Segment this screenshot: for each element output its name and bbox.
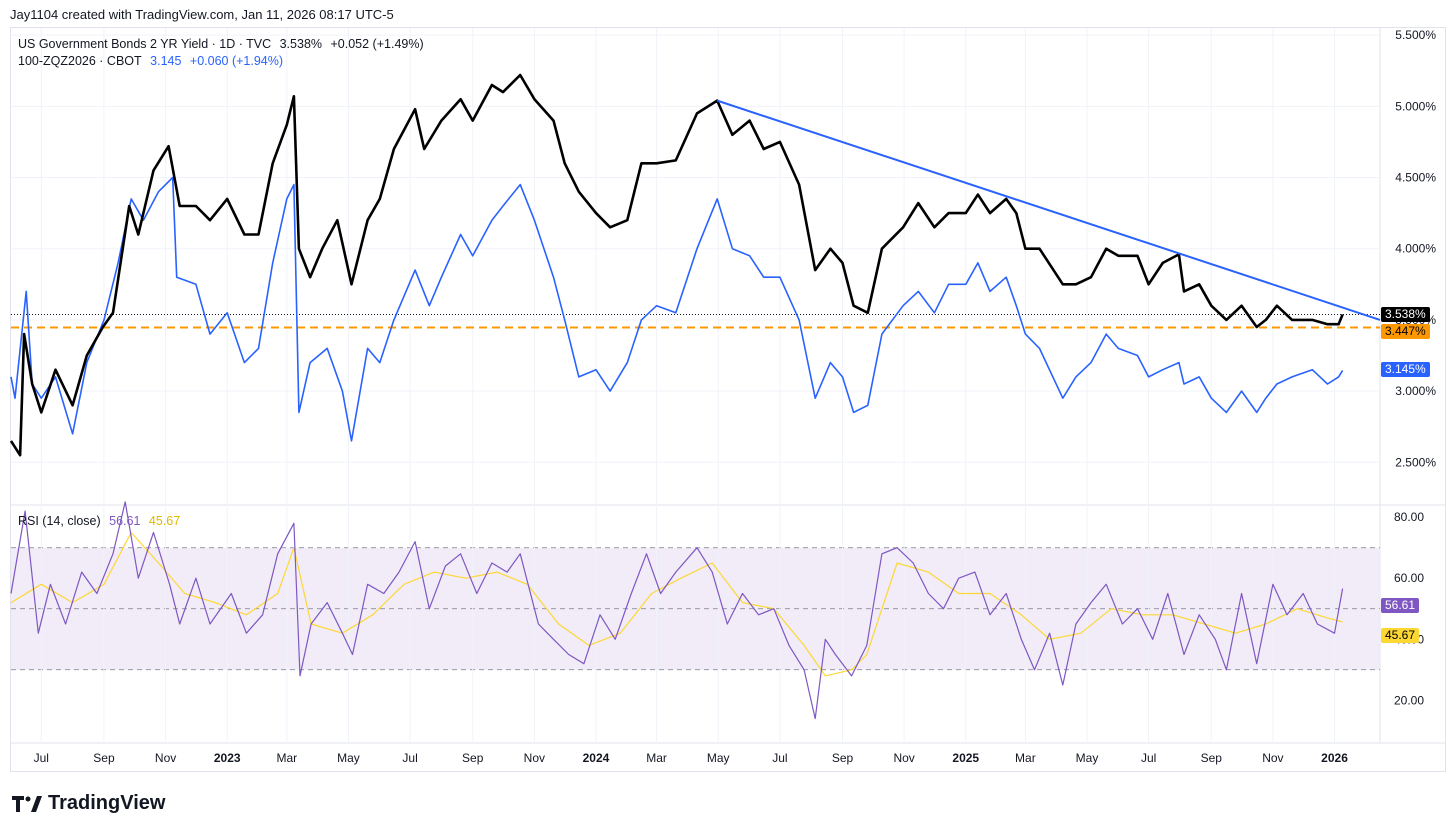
time-axis-tick-label: Mar — [276, 751, 297, 765]
rsi-ma-value-tag: 45.67 — [1381, 628, 1420, 643]
second-series-price-tag: 3.145% — [1381, 362, 1430, 377]
chart-attribution: Jay1104 created with TradingView.com, Ja… — [10, 7, 394, 22]
tradingview-logo-text: TradingView — [48, 792, 166, 814]
time-axis-tick-label: Nov — [524, 751, 545, 765]
chart-frame[interactable] — [10, 27, 1446, 772]
tradingview-logo[interactable]: TradingView — [12, 792, 165, 815]
price-axis-tick-label: 4.000% — [1395, 242, 1436, 256]
price-axis-tick-label: 5.000% — [1395, 99, 1436, 113]
time-axis-tick-label: Mar — [1015, 751, 1036, 765]
time-axis-tick-label: 2025 — [952, 751, 979, 765]
rsi-legend[interactable]: RSI (14, close) 56.61 45.67 — [18, 514, 185, 528]
time-axis-tick-label: Sep — [462, 751, 484, 765]
second-series-value: 3.145 — [150, 54, 182, 68]
time-axis-tick-label: May — [1076, 751, 1099, 765]
time-axis-tick-label: Nov — [155, 751, 176, 765]
rsi-ma-line — [10, 531, 1343, 677]
rsi-value: 56.61 — [109, 514, 141, 528]
time-axis-tick-label: 2026 — [1321, 751, 1348, 765]
last-price-tag: 3.538% — [1381, 307, 1430, 322]
rsi-name: RSI (14, close) — [18, 514, 101, 528]
time-axis-tick-label: Jul — [772, 751, 787, 765]
rsi-axis-tick-label: 20.00 — [1394, 693, 1424, 707]
time-axis-tick-label: Jul — [1141, 751, 1156, 765]
rsi-axis-tick-label: 60.00 — [1394, 571, 1424, 585]
time-axis-tick-label: Nov — [893, 751, 914, 765]
rsi-ma-value: 45.67 — [148, 514, 181, 528]
time-axis-tick-label: May — [337, 751, 360, 765]
price-axis-tick-label: 2.500% — [1395, 455, 1436, 469]
main-series-value: 3.538% — [279, 37, 323, 51]
time-axis-tick-label: Jul — [402, 751, 417, 765]
second-series-line — [10, 176, 1344, 442]
rsi-value-tag: 56.61 — [1381, 598, 1420, 613]
tradingview-logo-icon — [12, 795, 42, 812]
main-series-line — [9, 73, 1344, 457]
second-series-change: +0.060 (+1.94%) — [189, 54, 284, 68]
downtrend-line — [716, 99, 1381, 321]
price-axis-tick-label: 5.500% — [1395, 28, 1436, 42]
price-axis-tick-label: 3.000% — [1395, 384, 1436, 398]
time-axis-tick-label: 2023 — [214, 751, 241, 765]
second-series-legend[interactable]: 100-ZQZ2026 · CBOT 3.145 +0.060 (+1.94%) — [18, 54, 288, 68]
time-axis-tick-label: Sep — [1201, 751, 1223, 765]
support-level-tag: 3.447% — [1381, 324, 1430, 339]
time-axis-tick-label: May — [707, 751, 730, 765]
time-axis-tick-label: Nov — [1262, 751, 1283, 765]
second-series-name: 100-ZQZ2026 · CBOT — [18, 54, 142, 68]
time-axis-tick-label: Sep — [93, 751, 115, 765]
main-series-legend[interactable]: US Government Bonds 2 YR Yield · 1D · TV… — [18, 37, 429, 51]
rsi-axis-tick-label: 80.00 — [1394, 510, 1424, 524]
price-axis-tick-label: 4.500% — [1395, 171, 1436, 185]
time-axis-tick-label: Mar — [646, 751, 667, 765]
time-axis-tick-label: Jul — [34, 751, 49, 765]
main-series-change: +0.052 (+1.49%) — [330, 37, 424, 51]
time-axis-tick-label: 2024 — [583, 751, 610, 765]
rsi-line — [10, 501, 1344, 720]
time-axis-tick-label: Sep — [832, 751, 854, 765]
main-series-name: US Government Bonds 2 YR Yield · 1D · TV… — [18, 37, 272, 51]
